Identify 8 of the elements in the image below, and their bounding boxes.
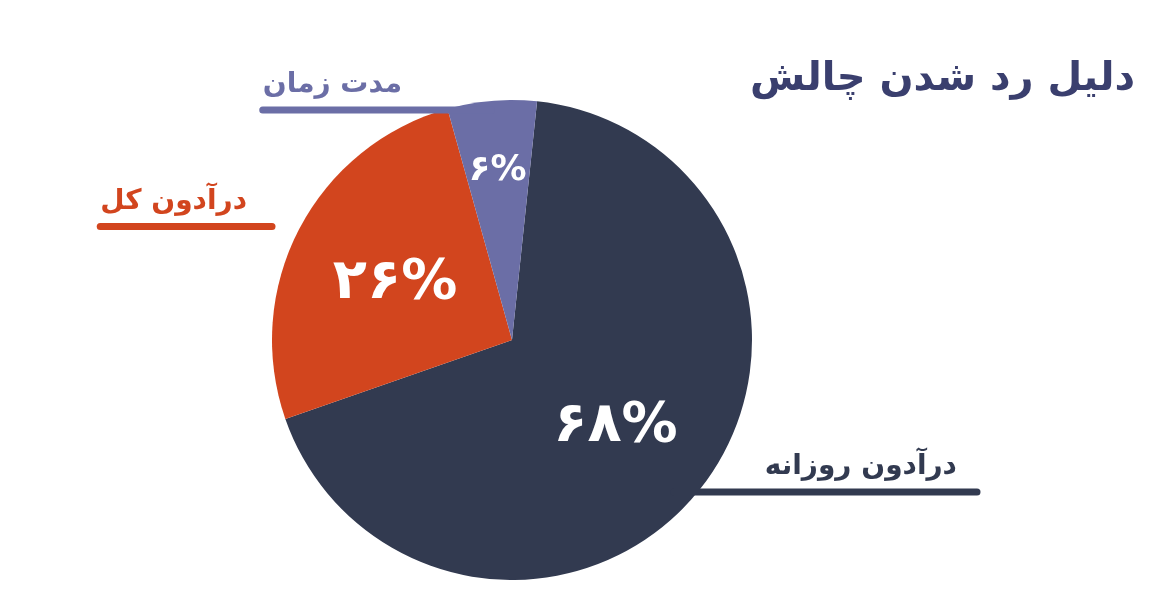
slice-label: درآدون کل: [100, 181, 247, 216]
data-label: ۶۸%: [553, 389, 678, 455]
slice-label: درآدون روزانه: [764, 447, 957, 482]
chart-title: دلیل رد شدن چالش: [750, 53, 1135, 100]
data-label: ۶%: [468, 147, 527, 189]
data-label: ۲۶%: [332, 246, 458, 312]
pie-slice: [285, 101, 752, 580]
slice-label: مدت زمان: [262, 66, 402, 99]
